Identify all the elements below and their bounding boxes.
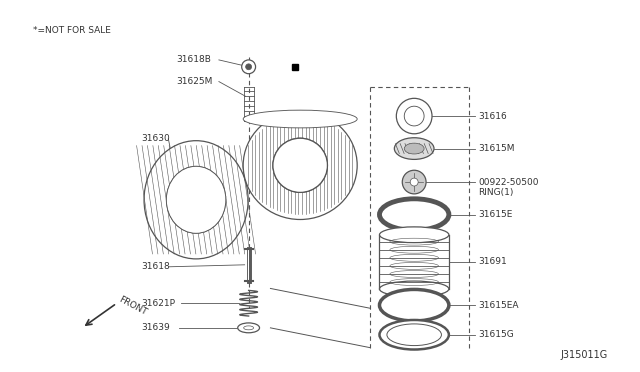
Text: 31616: 31616 [479,112,508,121]
Circle shape [396,98,432,134]
Ellipse shape [190,186,212,214]
Ellipse shape [166,166,226,233]
Ellipse shape [380,281,449,297]
Text: 31615E: 31615E [479,210,513,219]
Ellipse shape [380,320,449,350]
Text: RING(1): RING(1) [479,188,514,198]
Ellipse shape [237,323,260,333]
Text: 31618B: 31618B [176,55,211,64]
Ellipse shape [273,138,328,192]
Ellipse shape [144,141,248,259]
Text: 31630: 31630 [141,134,170,143]
Circle shape [404,106,424,126]
Text: *=NOT FOR SALE: *=NOT FOR SALE [33,26,110,35]
Text: 31615M: 31615M [479,144,515,153]
Ellipse shape [273,138,328,192]
Text: 31625M: 31625M [176,77,212,86]
Ellipse shape [387,324,442,346]
Circle shape [403,170,426,194]
Ellipse shape [394,138,434,160]
Ellipse shape [244,326,253,330]
Text: J315011G: J315011G [560,350,607,360]
Ellipse shape [380,227,449,243]
Text: 31621P: 31621P [141,299,175,308]
Circle shape [246,64,252,70]
Ellipse shape [243,111,357,219]
Ellipse shape [166,166,226,233]
Text: 31615G: 31615G [479,330,515,339]
Text: FRONT: FRONT [116,295,148,317]
Circle shape [242,60,255,74]
Ellipse shape [380,289,449,321]
Ellipse shape [404,143,424,154]
Ellipse shape [243,110,357,128]
Circle shape [410,178,418,186]
Text: 31639: 31639 [141,323,170,332]
Text: 31618: 31618 [141,262,170,271]
Text: 31691: 31691 [479,257,508,266]
Ellipse shape [380,199,449,230]
Text: 00922-50500: 00922-50500 [479,177,539,187]
Text: 31615EA: 31615EA [479,301,519,310]
